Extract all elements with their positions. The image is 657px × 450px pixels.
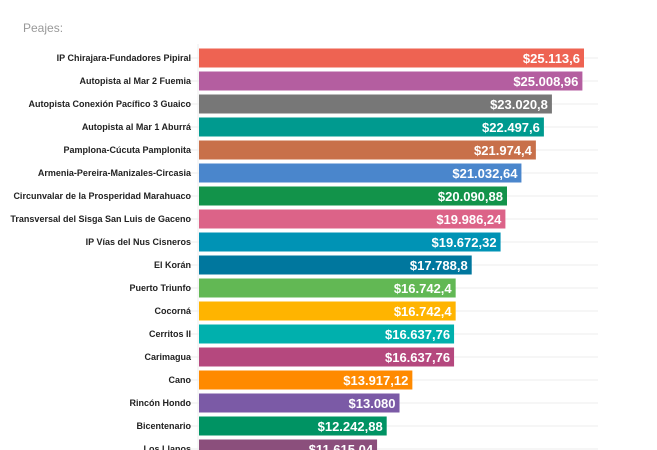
data-label: $16.742,4	[394, 281, 453, 296]
category-label: Bicentenario	[136, 421, 191, 431]
chart-title: Peajes:	[23, 21, 64, 35]
bar[interactable]	[199, 186, 507, 206]
data-label: $13.917,12	[343, 373, 408, 388]
bar[interactable]	[199, 324, 455, 344]
bar[interactable]	[199, 416, 387, 436]
bar[interactable]	[199, 347, 455, 367]
category-label: Pamplona-Cúcuta Pamplonita	[63, 145, 192, 155]
data-label: $22.497,6	[482, 120, 540, 135]
bar[interactable]	[199, 301, 456, 321]
category-label: Transversal del Sisga San Luis de Gaceno	[10, 214, 191, 224]
data-label: $12.242,88	[318, 419, 383, 434]
category-label: Cano	[169, 375, 192, 385]
data-label: $25.113,6	[523, 51, 580, 66]
data-label: $21.974,4	[474, 143, 533, 158]
category-label: Autopista al Mar 2 Fuemia	[79, 76, 192, 86]
bar[interactable]	[199, 71, 583, 91]
data-label: $16.742,4	[394, 304, 453, 319]
bar[interactable]	[199, 117, 544, 137]
category-label: IP Vías del Nus Cisneros	[86, 237, 191, 247]
data-label: $16.637,76	[385, 327, 450, 342]
data-label: $19.672,32	[432, 235, 497, 250]
bar[interactable]	[199, 370, 413, 390]
data-label: $25.008,96	[513, 74, 578, 89]
category-label: IP Chirajara-Fundadores Pipiral	[57, 53, 191, 63]
bar[interactable]	[199, 393, 400, 413]
bar[interactable]	[199, 255, 472, 275]
category-label: Autopista al Mar 1 Aburrá	[82, 122, 192, 132]
data-label: $20.090,88	[438, 189, 503, 204]
data-label: $13.080	[349, 396, 396, 411]
bar[interactable]	[199, 439, 378, 450]
category-label: Armenia-Pereira-Manizales-Circasia	[38, 168, 192, 178]
bar[interactable]	[199, 48, 584, 68]
data-label: $19.986,24	[436, 212, 502, 227]
data-label: $11.615,04	[309, 442, 374, 450]
bar[interactable]	[199, 209, 506, 229]
category-label: El Korán	[154, 260, 191, 270]
bar[interactable]	[199, 140, 536, 160]
category-label: Cocorná	[154, 306, 192, 316]
bar[interactable]	[199, 232, 501, 252]
category-label: Los Llanos	[143, 444, 191, 450]
bar[interactable]	[199, 278, 456, 298]
data-label: $17.788,8	[410, 258, 468, 273]
category-label: Autopista Conexión Pacífico 3 Guaico	[28, 99, 191, 109]
category-label: Puerto Triunfo	[130, 283, 192, 293]
category-label: Carimagua	[144, 352, 192, 362]
data-label: $16.637,76	[385, 350, 450, 365]
data-label: $21.032,64	[452, 166, 518, 181]
bar[interactable]	[199, 94, 552, 114]
category-label: Circunvalar de la Prosperidad Marahuaco	[13, 191, 191, 201]
category-label: Cerritos II	[149, 329, 191, 339]
data-label: $23.020,8	[490, 97, 548, 112]
bar[interactable]	[199, 163, 522, 183]
category-label: Rincón Hondo	[130, 398, 192, 408]
